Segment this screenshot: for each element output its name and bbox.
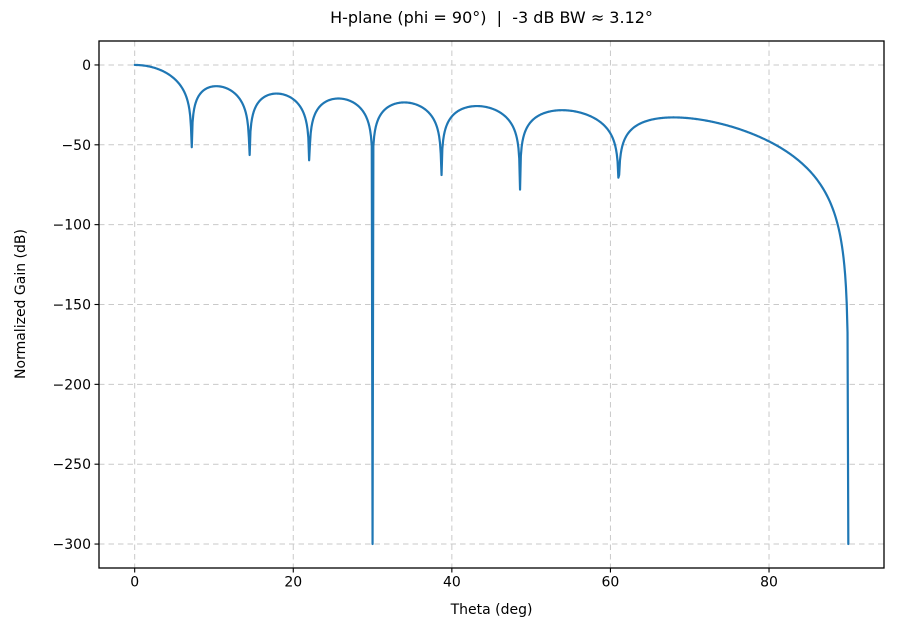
- x-tick-label: 60: [602, 575, 620, 591]
- x-tick-label: 0: [130, 575, 139, 591]
- chart-title: H-plane (phi = 90°) | -3 dB BW ≈ 3.12°: [330, 8, 653, 27]
- y-tick-label: −150: [53, 298, 91, 314]
- x-tick-label: 40: [443, 575, 461, 591]
- y-tick-label: −50: [61, 138, 91, 154]
- y-tick-label: −100: [53, 218, 91, 234]
- x-tick-label: 20: [284, 575, 302, 591]
- plot-border: [98, 40, 885, 569]
- y-tick-label: −200: [53, 377, 91, 393]
- x-axis-label: Theta (deg): [450, 602, 533, 618]
- gain-curve: [133, 63, 850, 546]
- y-tick-label: −250: [53, 457, 91, 473]
- y-tick-label: 0: [82, 58, 91, 74]
- x-tick-label: 80: [760, 575, 778, 591]
- y-tick-label: −300: [53, 537, 91, 553]
